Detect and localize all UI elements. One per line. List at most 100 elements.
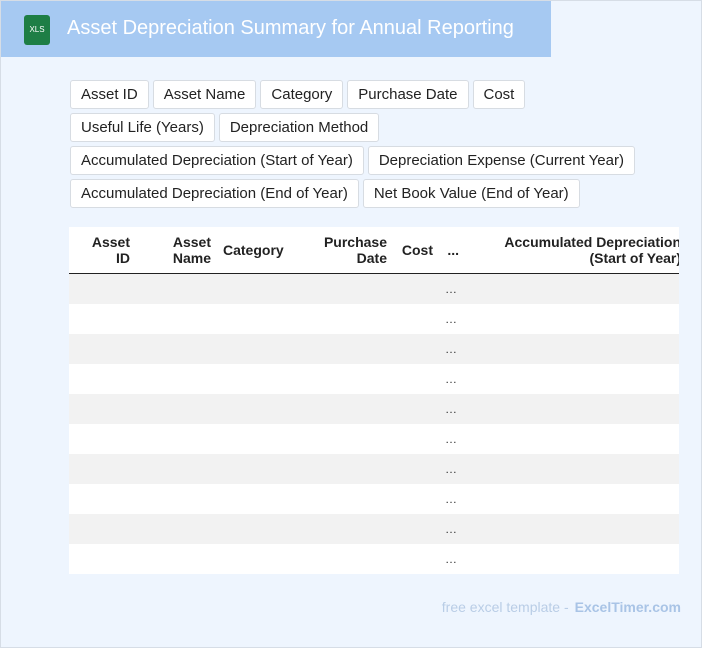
cell [299, 304, 393, 334]
cell [465, 514, 679, 544]
cell [217, 514, 299, 544]
column-header: Category [217, 227, 299, 274]
footer-brand[interactable]: ExcelTimer.com [574, 599, 681, 615]
cell [69, 394, 136, 424]
cell [299, 424, 393, 454]
tag: Cost [472, 80, 526, 109]
cell [217, 334, 299, 364]
column-header: Accumulated Depreciation (Start of Year) [465, 227, 679, 274]
cell [299, 334, 393, 364]
table-row: … [69, 454, 679, 484]
page-title: Asset Depreciation Summary for Annual Re… [67, 17, 514, 39]
cell [69, 424, 136, 454]
table-row: … [69, 424, 679, 454]
cell [465, 334, 679, 364]
cell [69, 514, 136, 544]
cell [217, 454, 299, 484]
column-header: Asset ID [69, 227, 136, 274]
tag: Asset Name [152, 80, 257, 109]
tag: Category [260, 80, 344, 109]
cell: … [445, 312, 457, 326]
header: XLS Asset Depreciation Summary for Annua… [1, 1, 551, 57]
cell [393, 364, 439, 394]
cell [69, 544, 136, 574]
table-row: … [69, 514, 679, 544]
cell [299, 544, 393, 574]
tag: Accumulated Depreciation (End of Year) [70, 179, 359, 208]
tag: Purchase Date [347, 80, 469, 109]
cell: … [445, 372, 457, 386]
cell [465, 454, 679, 484]
cell [299, 484, 393, 514]
column-header: Purchase Date [299, 227, 393, 274]
tag-list: Asset ID Asset Name Category Purchase Date C… [70, 80, 670, 208]
file-icon: XLS [24, 15, 50, 45]
tag: Depreciation Method [218, 113, 380, 142]
cell [217, 304, 299, 334]
table: Asset ID Asset Name Category Purchase Date C… [69, 227, 679, 574]
cell: … [439, 394, 465, 424]
cell [299, 273, 393, 304]
cell [299, 514, 393, 544]
column-header: ... [439, 227, 465, 274]
cell [136, 304, 217, 334]
cell [393, 484, 439, 514]
table-row: … [69, 334, 679, 364]
cell [393, 304, 439, 334]
cell [299, 454, 393, 484]
cell: … [439, 273, 465, 304]
cell: … [445, 552, 457, 566]
tag: Net Book Value (End of Year) [362, 179, 580, 208]
table-row: … [69, 364, 679, 394]
cell [465, 304, 679, 334]
cell [69, 364, 136, 394]
cell [217, 273, 299, 304]
cell [69, 334, 136, 364]
cell [136, 484, 217, 514]
table-row: … [69, 544, 679, 574]
cell [217, 544, 299, 574]
table-row: … [69, 484, 679, 514]
cell [69, 484, 136, 514]
table-row: … [69, 304, 679, 334]
header-row: Asset ID Asset Name Category Purchase Date C… [69, 227, 679, 274]
cell: … [439, 334, 465, 364]
table-row: … [69, 394, 679, 424]
cell [136, 394, 217, 424]
cell [393, 334, 439, 364]
footer: free excel template - ExcelTimer.com [442, 599, 681, 615]
cell [465, 484, 679, 514]
tag: Asset ID [70, 80, 149, 109]
footer-text: free excel template - [441, 599, 569, 615]
cell [217, 364, 299, 394]
cell [393, 514, 439, 544]
cell [465, 364, 679, 394]
tag: Useful Life (Years) [70, 113, 215, 142]
table-wrap: Asset ID Asset Name Category Purchase Date C… [69, 227, 679, 574]
cell [393, 454, 439, 484]
column-header: Cost [393, 227, 439, 274]
cell [217, 484, 299, 514]
cell [465, 544, 679, 574]
column-header: Asset Name [136, 227, 217, 274]
cell [393, 544, 439, 574]
cell: … [445, 432, 457, 446]
cell [299, 364, 393, 394]
cell [299, 394, 393, 424]
tag: Accumulated Depreciation (Start of Year) [70, 146, 364, 175]
cell [393, 394, 439, 424]
cell [136, 514, 217, 544]
cell [465, 394, 679, 424]
cell [69, 273, 136, 304]
cell [465, 424, 679, 454]
cell [136, 364, 217, 394]
cell [465, 273, 679, 304]
table-row: … [69, 273, 679, 304]
cell [136, 544, 217, 574]
cell [136, 334, 217, 364]
cell [136, 273, 217, 304]
cell: … [439, 514, 465, 544]
cell [217, 424, 299, 454]
cell [136, 454, 217, 484]
